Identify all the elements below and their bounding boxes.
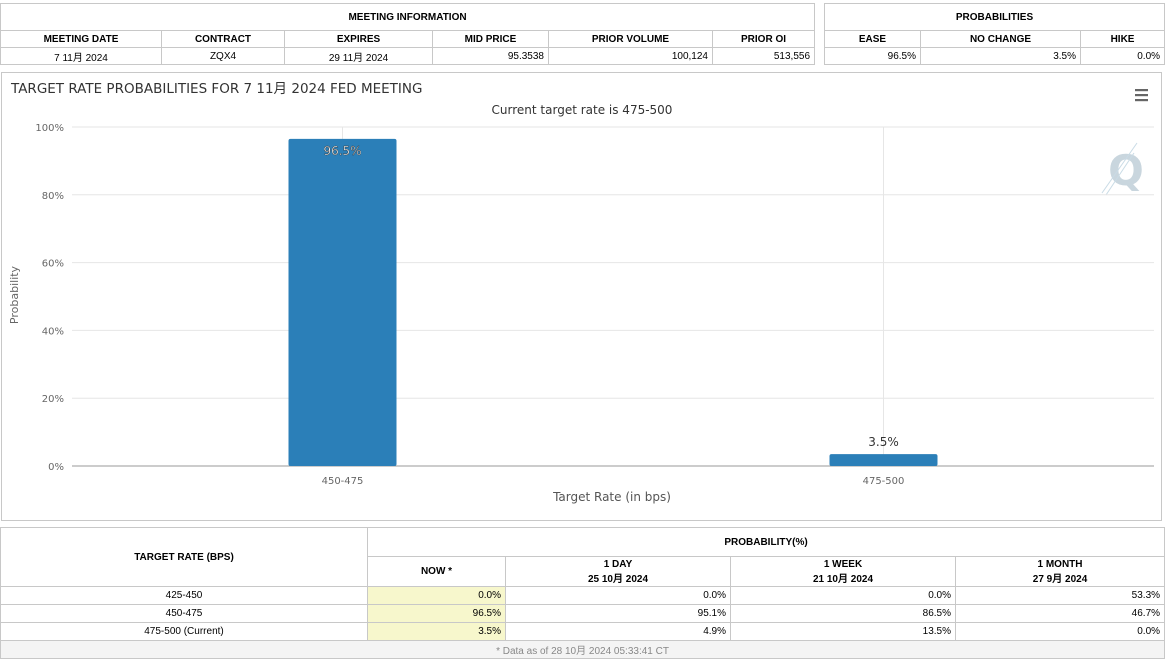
- col-1-week: 1 WEEK 21 10月 2024: [730, 556, 956, 587]
- expires-value: 29 11月 2024: [284, 47, 433, 65]
- table-row: 450-475 96.5% 95.1% 86.5% 46.7%: [0, 604, 1166, 623]
- y-axis-label: Probability: [8, 265, 21, 324]
- y-tick-labels: 0% 20% 40% 60% 80% 100%: [35, 123, 64, 473]
- bar-450-475[interactable]: [288, 138, 397, 466]
- y-tick-label: 40%: [42, 326, 64, 337]
- bars: 96.5% 3.5%: [288, 138, 938, 466]
- y-tick-label: 20%: [42, 394, 64, 405]
- mid-price-value: 95.3538: [432, 47, 549, 65]
- rate-label: 425-450: [0, 586, 368, 605]
- 1-month-value: 53.3%: [954, 586, 1166, 605]
- x-tick-label: 450-475: [322, 476, 364, 487]
- 1-week-value: 13.5%: [730, 622, 956, 641]
- table-row: 475-500 (Current) 3.5% 4.9% 13.5% 0.0%: [0, 622, 1166, 641]
- y-tick-label: 80%: [42, 191, 64, 202]
- now-value: 0.0%: [367, 586, 506, 605]
- 1-month-value: 0.0%: [954, 622, 1166, 641]
- table-row: 425-450 0.0% 0.0% 0.0% 53.3%: [0, 586, 1166, 605]
- 1-week-value: 86.5%: [730, 604, 956, 623]
- bar-chart: TARGET RATE PROBABILITIES FOR 7 11月 2024…: [8, 81, 1154, 504]
- ease-value: 96.5%: [824, 47, 921, 65]
- col-1-month: 1 MONTH 27 9月 2024: [954, 556, 1166, 587]
- bar-475-500[interactable]: [829, 454, 938, 466]
- prior-volume-value: 100,124: [548, 47, 713, 65]
- col-1-day: 1 DAY 25 10月 2024: [505, 556, 731, 587]
- hamburger-menu-icon[interactable]: [1132, 87, 1150, 105]
- chart-title: TARGET RATE PROBABILITIES FOR 7 11月 2024…: [10, 81, 422, 97]
- no-change-value: 3.5%: [920, 47, 1081, 65]
- col-ease: EASE: [824, 30, 921, 48]
- y-tick-label: 0%: [48, 462, 64, 473]
- col-now: NOW *: [367, 556, 506, 587]
- x-tick-label: 475-500: [863, 476, 905, 487]
- now-value: 3.5%: [367, 622, 506, 641]
- target-rate-table: TARGET RATE (BPS) PROBABILITY(%) NOW * 1…: [0, 527, 1166, 659]
- data-label: 96.5%: [323, 144, 361, 158]
- col-prior-oi: PRIOR OI: [711, 30, 816, 48]
- prior-oi-value: 513,556: [711, 47, 816, 65]
- col-prior-volume: PRIOR VOLUME: [548, 30, 713, 48]
- col-contract: CONTRACT: [161, 30, 285, 48]
- meeting-info-header: MEETING INFORMATION: [0, 3, 816, 31]
- y-tick-label: 100%: [35, 123, 64, 134]
- col-mid-price: MID PRICE: [432, 30, 549, 48]
- chart-subtitle: Current target rate is 475-500: [492, 103, 673, 117]
- 1-day-value: 95.1%: [505, 604, 731, 623]
- contract-value: ZQX4: [161, 47, 285, 65]
- hike-value: 0.0%: [1079, 47, 1166, 65]
- 1-week-value: 0.0%: [730, 586, 956, 605]
- col-expires: EXPIRES: [284, 30, 433, 48]
- x-tick-labels: 450-475 475-500: [322, 476, 905, 487]
- svg-text:Q: Q: [1108, 146, 1144, 195]
- rate-label: 475-500 (Current): [0, 622, 368, 641]
- y-tick-label: 60%: [42, 259, 64, 270]
- col-no-change: NO CHANGE: [920, 30, 1081, 48]
- probabilities-table: PROBABILITIES EASE NO CHANGE HIKE 96.5% …: [823, 3, 1166, 65]
- quikstrike-logo-icon: Q: [1101, 142, 1144, 196]
- meeting-info-table: MEETING INFORMATION MEETING DATE CONTRAC…: [0, 3, 816, 65]
- 1-month-value: 46.7%: [954, 604, 1166, 623]
- 1-day-value: 4.9%: [505, 622, 731, 641]
- col-hike: HIKE: [1079, 30, 1166, 48]
- target-rate-header: TARGET RATE (BPS): [0, 527, 368, 587]
- 1-day-value: 0.0%: [505, 586, 731, 605]
- data-timestamp-footnote: * Data as of 28 10月 2024 05:33:41 CT: [0, 640, 1166, 659]
- probabilities-header: PROBABILITIES: [823, 3, 1166, 31]
- x-axis-label: Target Rate (in bps): [552, 490, 671, 504]
- now-value: 96.5%: [367, 604, 506, 623]
- rate-label: 450-475: [0, 604, 368, 623]
- chart-panel: TARGET RATE PROBABILITIES FOR 7 11月 2024…: [1, 72, 1162, 521]
- grid-lines: [72, 126, 1154, 467]
- col-meeting-date: MEETING DATE: [0, 30, 162, 48]
- probability-header: PROBABILITY(%): [366, 527, 1166, 557]
- data-label: 3.5%: [868, 435, 899, 449]
- meeting-date-value: 7 11月 2024: [0, 47, 162, 65]
